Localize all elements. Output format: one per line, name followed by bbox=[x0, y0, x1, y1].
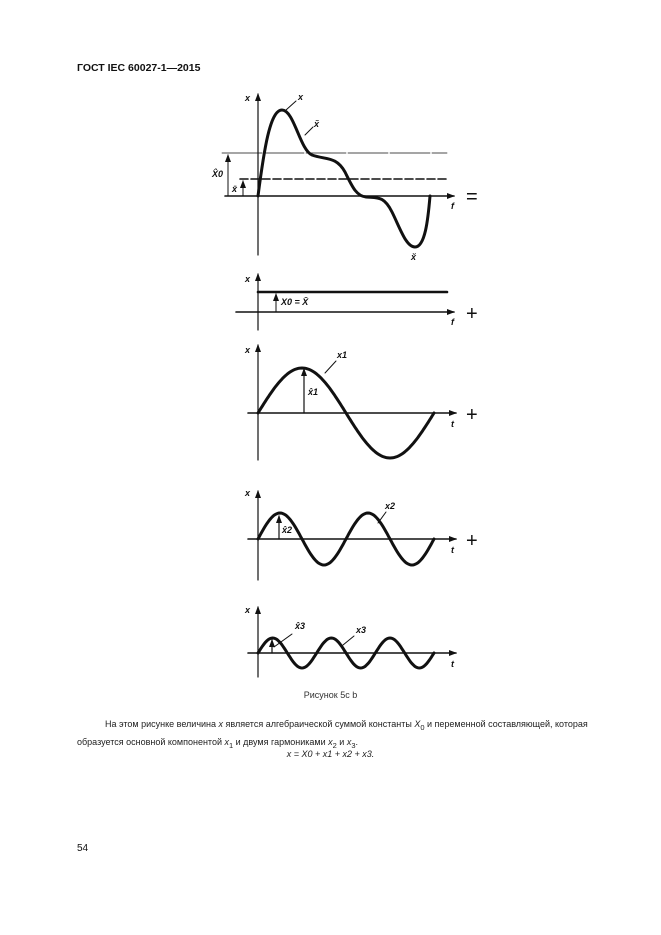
text: На этом рисунке величина bbox=[105, 719, 219, 729]
leader-x3 bbox=[342, 635, 355, 646]
var-x2: x bbox=[328, 736, 333, 747]
leader-xac bbox=[304, 126, 314, 136]
x3-label: x3 bbox=[355, 625, 366, 635]
x3-amp-label: x̂3 bbox=[294, 621, 305, 631]
plot-constant bbox=[235, 273, 455, 331]
subscript: 2 bbox=[332, 740, 337, 750]
var-x: x bbox=[218, 719, 224, 729]
text: . bbox=[355, 736, 359, 747]
paragraph-text: На этом рисунке величина x является алге… bbox=[77, 717, 617, 753]
x1-curve bbox=[256, 366, 436, 460]
plus-sign: + bbox=[466, 404, 478, 426]
x1-amp-label: x̂1 bbox=[307, 387, 318, 397]
sine-plots bbox=[247, 344, 457, 678]
x3-curve bbox=[256, 636, 436, 670]
subscript: 1 bbox=[228, 740, 234, 750]
t-axis-label: f bbox=[451, 317, 455, 327]
total-curve bbox=[256, 108, 432, 249]
sum-formula: x = X0 + x1 + x2 + x3. bbox=[0, 749, 661, 759]
mean-label: x̄ bbox=[231, 184, 238, 194]
text: и двумя гармониками bbox=[233, 736, 329, 747]
leader-x1 bbox=[324, 360, 337, 374]
explanation-paragraph: На этом рисунке величина x является алге… bbox=[77, 717, 617, 753]
x2-label: x2 bbox=[384, 501, 395, 511]
leader-x bbox=[285, 100, 297, 111]
x2-amp-label: x̂2 bbox=[281, 525, 292, 535]
curve-label-ac: x̃ bbox=[313, 119, 320, 129]
y-axis-label: x bbox=[244, 93, 251, 103]
subscript: 0 bbox=[420, 722, 425, 732]
leader-x3-amp bbox=[273, 633, 293, 648]
leader-x2 bbox=[377, 511, 387, 524]
var-X0: X bbox=[414, 719, 421, 729]
x0-label: X̂0 bbox=[211, 168, 223, 179]
plus-sign: + bbox=[466, 530, 478, 552]
t-axis-label: t bbox=[451, 419, 455, 429]
x2-curve bbox=[256, 511, 436, 567]
y-axis-label: x bbox=[244, 274, 251, 284]
y-axis-label: x bbox=[244, 605, 251, 615]
text: является алгебраической суммой константы bbox=[223, 719, 415, 729]
t-axis-label: t bbox=[451, 659, 455, 669]
curve-label-x: x bbox=[297, 92, 304, 102]
var-x1: x bbox=[224, 736, 229, 747]
page-number: 54 bbox=[77, 843, 89, 854]
equals-sign: = bbox=[466, 186, 478, 208]
min-label: x̆ bbox=[410, 252, 417, 262]
document-header: ГОСТ IEC 60027-1—2015 bbox=[77, 62, 201, 74]
text: и bbox=[336, 736, 347, 747]
text: и переменной составляющей, которая образ… bbox=[77, 719, 588, 747]
y-axis-label: x bbox=[244, 345, 251, 355]
plot-total bbox=[221, 93, 455, 256]
x1-label: x1 bbox=[336, 350, 347, 360]
t-axis-label: t bbox=[451, 545, 455, 555]
constant-label: X0 = X̄ bbox=[280, 297, 309, 307]
y-axis-label: x bbox=[244, 488, 251, 498]
figure-caption: Рисунок 5с b bbox=[303, 690, 358, 700]
plus-sign: + bbox=[466, 303, 478, 325]
t-axis-label: f bbox=[451, 201, 455, 211]
subscript: 3 bbox=[351, 740, 356, 750]
var-x3: x bbox=[346, 736, 352, 747]
formula-text: x = X0 + x1 + x2 + x3. bbox=[286, 749, 375, 759]
